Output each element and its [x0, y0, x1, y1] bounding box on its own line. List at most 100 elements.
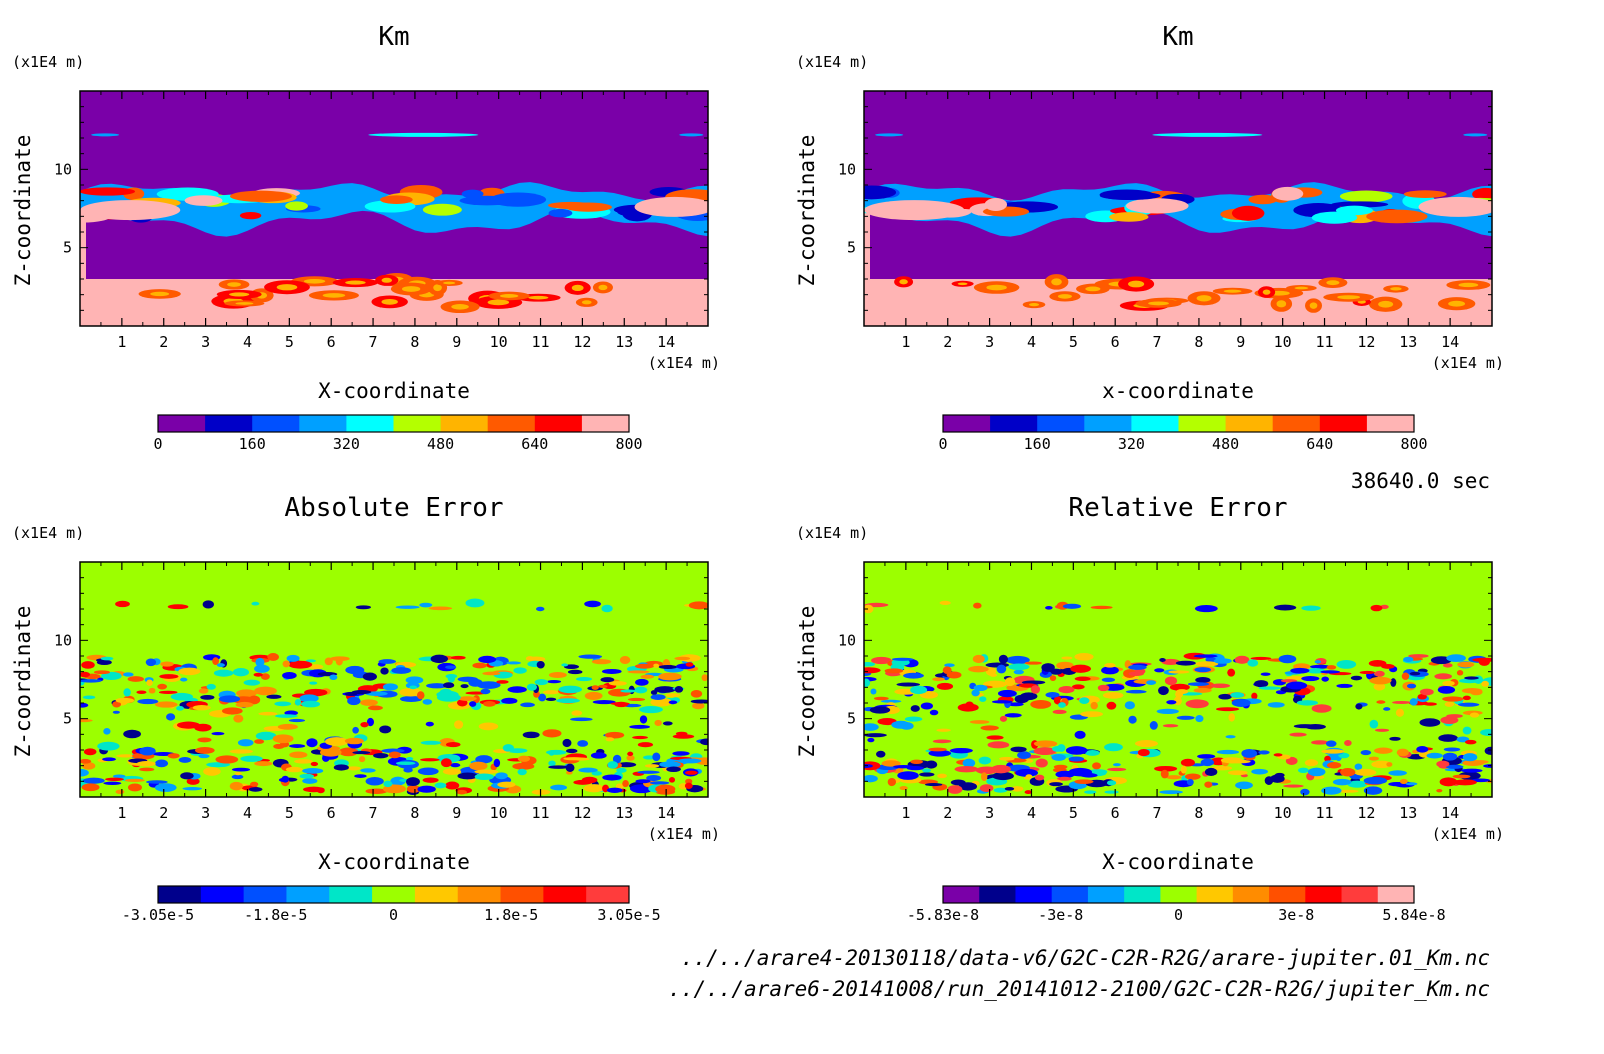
heatmap-blob [864, 678, 871, 687]
x-tick-label: 10 [490, 804, 508, 822]
heatmap-blob [1301, 675, 1320, 682]
heatmap-blob [522, 731, 540, 739]
heatmap-blob [346, 766, 361, 771]
heatmap-blob [248, 787, 263, 792]
heatmap-blob [136, 761, 156, 767]
colorbar-swatch [372, 886, 416, 903]
heatmap-blob [571, 710, 583, 716]
x-tick-label: 7 [369, 333, 378, 351]
heatmap-blob [942, 666, 952, 674]
heatmap-blob [1409, 671, 1421, 676]
heatmap-blob [305, 659, 316, 663]
heatmap-blob [100, 656, 114, 661]
colorbar-swatch [346, 415, 394, 432]
heatmap-blob [136, 690, 147, 695]
chart-title: Km [1162, 22, 1193, 52]
heatmap-blob [1056, 661, 1074, 670]
heatmap-blob [266, 694, 282, 699]
heatmap-blob [1301, 605, 1321, 611]
heatmap-blob [1101, 666, 1119, 675]
heatmap-blob [202, 600, 214, 609]
heatmap-blob [690, 699, 708, 704]
heatmap-blob [1386, 762, 1393, 767]
heatmap-blob [646, 775, 662, 782]
heatmap-blob [1336, 660, 1357, 669]
heatmap-blob [1444, 701, 1455, 707]
heatmap-blob [443, 281, 456, 285]
heatmap-blob [679, 133, 704, 137]
y-tick-label: 10 [54, 631, 72, 649]
heatmap-blob [672, 751, 690, 756]
heatmap-blob [1030, 685, 1041, 694]
heatmap-blob [1283, 784, 1304, 788]
heatmap-blob [992, 771, 1014, 781]
x-tick-label: 10 [1274, 333, 1292, 351]
heatmap-blob [80, 200, 181, 221]
heatmap-blob [534, 679, 549, 686]
heatmap-blob [932, 739, 952, 744]
heatmap-blob [1099, 191, 1161, 200]
heatmap-blob [276, 284, 298, 291]
heatmap-blob [417, 767, 439, 776]
heatmap-blob [93, 670, 111, 675]
heatmap-blob [391, 667, 412, 674]
heatmap-blob [274, 714, 298, 718]
heatmap-blob [445, 741, 461, 748]
heatmap-blob [893, 765, 915, 769]
heatmap-blob [1480, 729, 1492, 736]
heatmap-blob [1025, 774, 1033, 779]
heatmap-blob [550, 784, 568, 791]
heatmap-blob [381, 277, 393, 283]
heatmap-blob [626, 755, 635, 761]
x-tick-label: 4 [1027, 333, 1036, 351]
heatmap-blob [1230, 692, 1245, 698]
heatmap-blob [1439, 777, 1458, 787]
x-tick-label: 10 [490, 333, 508, 351]
heatmap-blob [200, 694, 215, 700]
heatmap-blob [864, 775, 878, 783]
heatmap-blob [258, 711, 278, 716]
heatmap-blob [875, 133, 904, 137]
heatmap-blob [527, 656, 546, 662]
heatmap-blob [538, 693, 547, 702]
colorbar-label: 800 [615, 435, 642, 453]
heatmap-blob [420, 740, 442, 745]
heatmap-blob [1320, 670, 1341, 674]
heatmap-blob [206, 683, 216, 690]
heatmap-blob [978, 756, 992, 765]
heatmap-blob [887, 777, 897, 787]
heatmap-blob [1445, 764, 1464, 769]
heatmap-blob [1321, 676, 1329, 682]
colorbar-swatch [1272, 415, 1321, 432]
heatmap-blob [1483, 764, 1492, 768]
heatmap-blob [954, 765, 979, 773]
heatmap-blob [395, 761, 416, 766]
heatmap-blob [578, 767, 598, 773]
heatmap-blob [650, 694, 666, 701]
heatmap-blob [254, 686, 277, 696]
x-tick-label: 14 [657, 804, 675, 822]
heatmap-blob [260, 673, 270, 680]
heatmap-blob [474, 773, 494, 781]
heatmap-blob [91, 133, 120, 137]
heatmap-blob [316, 787, 325, 794]
heatmap-blob [155, 759, 169, 768]
heatmap-blob [1185, 773, 1201, 780]
heatmap-blob [434, 782, 447, 789]
colorbar-swatch [252, 415, 300, 432]
heatmap-blob [1017, 751, 1032, 759]
heatmap-blob [282, 660, 290, 668]
heatmap-blob [1363, 786, 1383, 795]
heatmap-blob [381, 748, 405, 753]
heatmap-blob [1464, 676, 1479, 680]
x-tick-label: 13 [1399, 804, 1417, 822]
heatmap-blob [1321, 749, 1345, 754]
x-tick-label: 1 [901, 333, 910, 351]
heatmap-blob [450, 655, 466, 660]
heatmap-blob [548, 208, 573, 218]
heatmap-blob [80, 768, 89, 777]
colorbar-swatch [205, 415, 253, 432]
heatmap-blob [570, 717, 593, 722]
heatmap-blob [1325, 740, 1337, 747]
colorbar-swatch [299, 415, 347, 432]
